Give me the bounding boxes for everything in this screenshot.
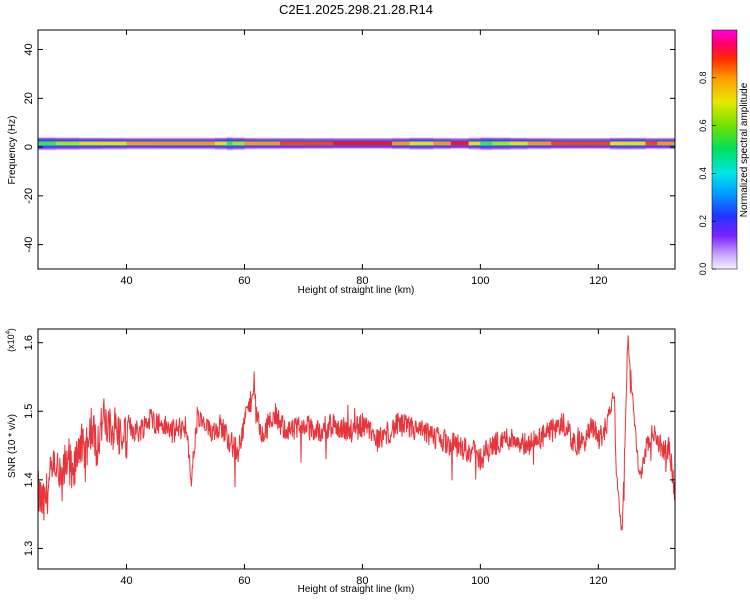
spectrogram-y-axis-label: Frequency (Hz) bbox=[7, 116, 18, 185]
spectrogram-core-cell bbox=[527, 141, 552, 146]
snr-multiplier-close: ) bbox=[6, 328, 16, 331]
spectrogram-core-cell bbox=[433, 141, 452, 146]
spectrogram-core-cell bbox=[657, 141, 675, 146]
snr-x-tick-label: 60 bbox=[238, 575, 250, 587]
colorbar-tick-label: 0.2 bbox=[698, 215, 708, 228]
snr-x-tick-label: 120 bbox=[589, 575, 607, 587]
snr-multiplier-base: (x10 bbox=[6, 334, 16, 352]
spectrogram-core-cell bbox=[332, 141, 363, 146]
snr-y-tick-label: 1.6 bbox=[23, 335, 35, 350]
colorbar-tick-label: 0.4 bbox=[698, 167, 708, 180]
colorbar-tick-label: 0.8 bbox=[698, 72, 708, 85]
spectrogram-core-cell bbox=[155, 141, 186, 146]
spectrogram-core-cell bbox=[509, 141, 529, 146]
spectrogram-core-cell bbox=[279, 141, 304, 146]
snr-background bbox=[38, 329, 675, 569]
spectrogram-core-cell bbox=[244, 141, 257, 146]
spectrogram-core-cell bbox=[480, 141, 493, 146]
spectrogram-x-tick-label: 40 bbox=[120, 275, 132, 287]
spectrogram-core-cell bbox=[492, 141, 511, 146]
spectrogram-core bbox=[38, 138, 675, 146]
snr-y-ticks: 1.3 1.4 1.5 1.6 bbox=[23, 335, 675, 556]
spectrogram-y-tick-label: 0 bbox=[23, 144, 35, 150]
snr-x-tick-label: 40 bbox=[120, 575, 132, 587]
snr-y-multiplier: (x104) bbox=[6, 328, 16, 352]
snr-y-tick-label: 1.4 bbox=[23, 472, 35, 487]
spectrogram-core-cell bbox=[226, 141, 234, 146]
spectrogram-core-cell bbox=[38, 141, 57, 146]
colorbar-tick-label: 0.6 bbox=[698, 119, 708, 132]
colorbar: 0.0 0.2 0.4 0.6 0.8 Normalized spectral ampl… bbox=[698, 29, 750, 276]
spectrogram-core-cell bbox=[126, 141, 157, 146]
spectrogram-core-cell bbox=[256, 141, 281, 146]
spectrogram-x-ticks: 40 60 80 100 120 bbox=[120, 30, 608, 287]
snr-series-line bbox=[38, 335, 675, 531]
snr-y-axis-label: SNR (10 * v/v) bbox=[7, 414, 18, 478]
spectrogram-core-cell bbox=[551, 141, 588, 146]
snr-y-tick-label: 1.5 bbox=[23, 404, 35, 419]
snr-x-tick-label: 80 bbox=[356, 575, 368, 587]
spectrogram-core-cell bbox=[362, 141, 393, 146]
spectrogram-y-tick-label: -20 bbox=[23, 188, 35, 204]
spectrogram-core-cell bbox=[409, 141, 422, 146]
figure-title: C2E1.2025.298.21.28.R14 bbox=[279, 2, 433, 17]
spectrogram-core-cell bbox=[303, 141, 334, 146]
spectrogram-core-cell bbox=[185, 141, 216, 146]
spectrogram-core-cell bbox=[450, 141, 470, 146]
spectrogram-core-cell bbox=[645, 141, 658, 146]
spectrogram-core-cell bbox=[102, 141, 127, 146]
svg-text:(x104): (x104) bbox=[6, 328, 16, 352]
spectrogram-core-cell bbox=[391, 141, 411, 146]
spectrogram-core-cell bbox=[421, 141, 434, 146]
spectrogram-core-cell bbox=[621, 141, 629, 146]
spectrogram-x-tick-label: 100 bbox=[471, 275, 489, 287]
spectrogram-y-tick-label: 20 bbox=[23, 92, 35, 104]
snr-multiplier-exp: 4 bbox=[6, 330, 12, 334]
spectrogram-core-cell bbox=[55, 141, 80, 146]
spectrogram-frame bbox=[37, 29, 676, 270]
colorbar-gradient bbox=[711, 29, 738, 270]
snr-x-tick-label: 100 bbox=[471, 575, 489, 587]
spectrogram-x-tick-label: 60 bbox=[238, 275, 250, 287]
snr-x-ticks: 40 60 80 100 120 bbox=[120, 329, 608, 587]
spectrogram-y-ticks: 40 20 0 -20 -40 bbox=[23, 43, 675, 253]
spectrogram-panel: 40 60 80 100 120 40 20 0 -20 -40 Height of strai… bbox=[7, 29, 676, 296]
spectrogram-x-tick-label: 80 bbox=[356, 275, 368, 287]
snr-frame bbox=[37, 328, 676, 570]
snr-y-tick-label: 1.3 bbox=[23, 541, 35, 556]
spectrogram-core-cell bbox=[468, 141, 481, 146]
spectrogram-x-tick-label: 120 bbox=[589, 275, 607, 287]
spectrogram-core-cell bbox=[232, 141, 245, 146]
colorbar-label: Normalized spectral amplitude bbox=[739, 82, 750, 217]
spectrogram-core-cell bbox=[610, 141, 623, 146]
spectrogram-y-tick-label: 40 bbox=[23, 43, 35, 55]
colorbar-tick-label: 0.0 bbox=[698, 263, 708, 276]
snr-panel: 40 60 80 100 120 1.3 1.4 1.5 1.6 Height of stra… bbox=[6, 328, 676, 595]
spectrogram-core-cell bbox=[79, 141, 104, 146]
spectrogram-core-cell bbox=[586, 141, 611, 146]
spectrogram-y-tick-label: -40 bbox=[23, 237, 35, 253]
spectrogram-core-cell bbox=[633, 141, 647, 146]
spectrogram-core-cell bbox=[214, 141, 228, 146]
colorbar-ticks: 0.0 0.2 0.4 0.6 0.8 bbox=[698, 72, 716, 276]
spectrogram-x-axis-label: Height of straight line (km) bbox=[298, 285, 415, 296]
spectrogram-core-cell bbox=[627, 141, 635, 146]
snr-x-axis-label: Height of straight line (km) bbox=[298, 584, 415, 595]
